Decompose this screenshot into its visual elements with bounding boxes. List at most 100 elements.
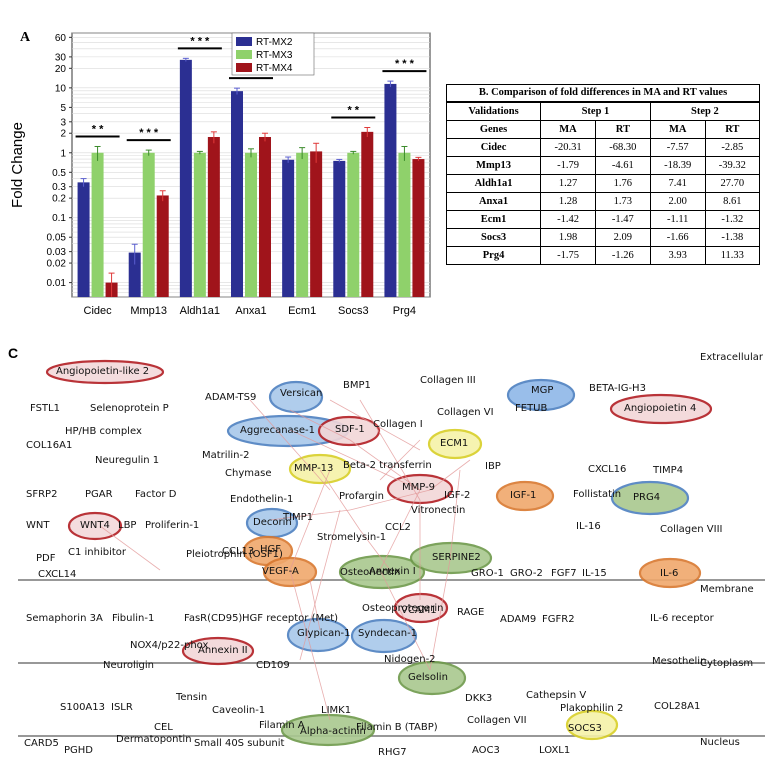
- table-cell: Anxa1: [447, 192, 541, 211]
- network-edge: [299, 509, 341, 661]
- table-cell: -68.30: [594, 138, 651, 157]
- network-node-label: SDF-1: [335, 424, 365, 435]
- network-node-label: CEL: [154, 722, 173, 733]
- bar: [347, 152, 360, 297]
- network-node-label: Dermatopontin: [116, 734, 192, 745]
- y-tick-label: 5: [60, 103, 66, 114]
- x-tick-label: Mmp13: [130, 305, 167, 317]
- network-node-label: Pleiotrophin (OSF1): [186, 549, 283, 560]
- highlight-ellipse: [268, 380, 324, 414]
- network-node-label: Filamin A: [259, 720, 305, 731]
- y-tick-label: 0.01: [47, 278, 67, 289]
- highlight-ellipse: [610, 480, 690, 516]
- legend-swatch: [236, 50, 252, 59]
- network-node-label: CCL13: [222, 546, 255, 557]
- y-tick-label: 60: [55, 33, 67, 44]
- x-tick-label: Ecm1: [288, 305, 316, 317]
- table-cell: -1.42: [540, 210, 596, 229]
- bar: [259, 136, 271, 297]
- table-cell: -20.31: [540, 138, 596, 157]
- network-edge: [349, 439, 421, 491]
- table-cell: -1.11: [649, 210, 706, 229]
- network-node-label: Annexin II: [198, 645, 248, 656]
- table-cell: 1.28: [540, 192, 596, 211]
- table-cell: 1.73: [594, 192, 651, 211]
- y-tick-label: 3: [60, 117, 66, 128]
- network-node-label: Endothelin-1: [230, 494, 294, 505]
- network-node-label: GRO-1: [471, 568, 504, 579]
- comparison-table: B. Comparison of fold differences in MA …: [446, 84, 760, 265]
- y-tick-label: 0.02: [47, 259, 67, 270]
- y-tick-label: 10: [55, 83, 67, 94]
- network-node-label: SFRP2: [26, 489, 58, 500]
- network-node-label: Small 40S subunit: [194, 738, 285, 749]
- highlight-ellipse: [397, 660, 467, 696]
- table-row: Cidec -20.31 -68.30 -7.57 -2.85: [447, 138, 759, 157]
- y-axis-label: Fold Change: [9, 122, 26, 208]
- network-node-label: FasR(CD95): [184, 613, 243, 624]
- table-cell: -1.47: [594, 210, 651, 229]
- y-tick-label: 0.2: [52, 194, 66, 205]
- network-node-label: PDF: [36, 553, 56, 564]
- table-cell: 1.76: [594, 174, 651, 193]
- table-cell: 27.70: [704, 174, 759, 193]
- network-node-label: PGAR: [85, 489, 113, 500]
- x-tick-label: Anxa1: [235, 305, 266, 317]
- network-node-label: VCAM1: [401, 605, 437, 616]
- bar: [91, 152, 104, 297]
- table-row: Ecm1 -1.42 -1.47 -1.11 -1.32: [447, 210, 759, 229]
- zone-label: Membrane: [700, 584, 754, 595]
- network-node-label: Mesothelin: [652, 656, 707, 667]
- bar: [333, 160, 346, 297]
- table-cell: -4.61: [594, 156, 651, 175]
- bar: [207, 136, 220, 297]
- network-node-label: IL-16: [576, 521, 601, 532]
- table-header-cell: MA: [540, 120, 596, 139]
- network-edge: [449, 469, 461, 561]
- table-cell: 1.98: [540, 228, 596, 247]
- network-node-label: Factor D: [135, 489, 177, 500]
- legend-swatch: [236, 63, 252, 72]
- bar: [361, 131, 374, 297]
- network-node-label: C1 inhibitor: [68, 547, 127, 558]
- table-cell: -1.79: [540, 156, 596, 175]
- network-node-label: Glypican-1: [297, 628, 351, 639]
- bar: [398, 152, 411, 297]
- network-node-label: Decorin: [253, 517, 292, 528]
- highlight-ellipse: [338, 554, 426, 590]
- table-cell: -1.38: [704, 228, 759, 247]
- y-tick-label: 0.3: [52, 182, 66, 193]
- table-header-cell: Step 1: [540, 102, 651, 121]
- network-node-label: TIMP1: [283, 512, 314, 523]
- zone-label: Cytoplasm: [700, 658, 754, 669]
- network-node-label: S100A13: [60, 702, 105, 713]
- network-node-label: Selenoprotein P: [90, 403, 169, 414]
- network-node-label: Fibulin-1: [112, 613, 155, 624]
- table-header-cell: MA: [649, 120, 706, 139]
- network-node-label: Tensin: [176, 692, 208, 703]
- network-node-label: Collagen III: [420, 375, 476, 386]
- table-header-cell: Validations: [447, 102, 541, 121]
- table-cell: -2.85: [704, 138, 759, 157]
- significance-stars: * * *: [139, 127, 159, 139]
- network-node-label: Osteoprotegerin: [362, 603, 444, 614]
- network-edge: [249, 399, 331, 491]
- network-edge: [289, 469, 331, 571]
- network-node-label: RAGE: [457, 607, 485, 618]
- bar: [179, 59, 192, 297]
- network-edge: [99, 525, 161, 571]
- table-cell: Ecm1: [447, 210, 541, 229]
- highlight-ellipse: [409, 541, 493, 575]
- network-node-label: HGF: [260, 544, 282, 555]
- highlight-ellipse: [565, 709, 619, 741]
- network-edge: [349, 489, 431, 511]
- network-node-label: Neuroligin: [103, 660, 155, 671]
- network-node-label: BETA-IG-H3: [589, 383, 646, 394]
- legend-label: RT-MX3: [256, 50, 293, 61]
- network-edge: [379, 489, 421, 571]
- network-node-label: FETUB: [515, 403, 548, 414]
- network-node-label: Collagen VI: [437, 407, 494, 418]
- highlight-ellipse: [45, 359, 165, 385]
- network-node-label: Angiopoietin-like 2: [56, 366, 150, 377]
- network-node-label: GRO-2: [510, 568, 543, 579]
